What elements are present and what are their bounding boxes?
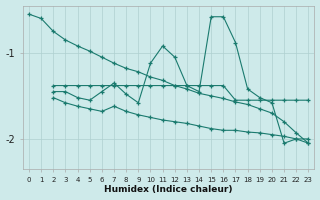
X-axis label: Humidex (Indice chaleur): Humidex (Indice chaleur): [104, 185, 233, 194]
